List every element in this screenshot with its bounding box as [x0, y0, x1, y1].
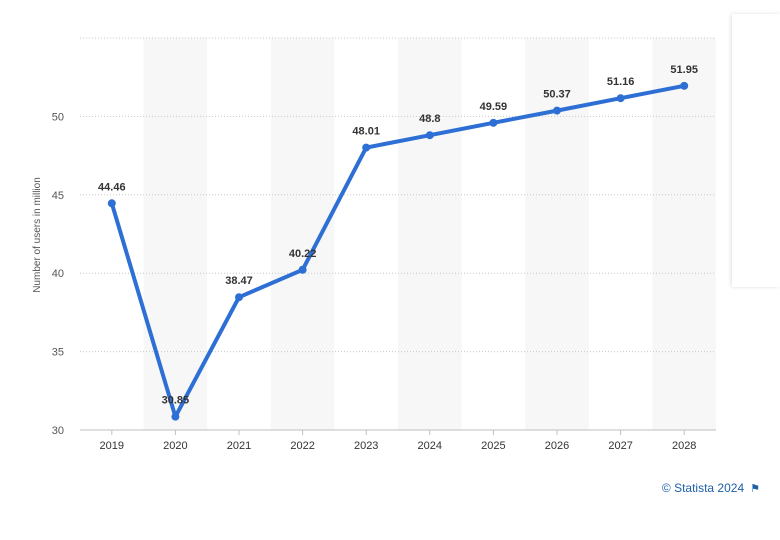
x-tick-label: 2026 [545, 440, 569, 452]
data-label: 51.16 [607, 76, 635, 88]
data-point[interactable] [171, 412, 180, 421]
y-tick-label: 30 [52, 425, 64, 437]
data-label: 49.59 [480, 101, 508, 113]
x-tick-label: 2023 [354, 440, 378, 452]
x-tick-label: 2027 [608, 440, 632, 452]
x-tick-label: 2024 [418, 440, 442, 452]
column-band [398, 38, 462, 430]
column-band [270, 38, 335, 430]
statista-credit-link[interactable]: © Statista 2024 ⚑ [662, 481, 760, 495]
x-tick-label: 2020 [163, 440, 187, 452]
data-point[interactable] [680, 81, 689, 90]
data-point[interactable] [553, 106, 561, 115]
series-line [109, 83, 687, 419]
gridlines [80, 37, 716, 431]
data-point[interactable] [362, 143, 371, 152]
side-panel [732, 14, 780, 287]
data-label: 50.37 [543, 89, 571, 101]
data-point[interactable] [489, 118, 498, 127]
x-tick-label: 2021 [227, 440, 251, 452]
data-label: 40.22 [289, 248, 317, 260]
x-tick-label: 2019 [100, 440, 124, 452]
y-tick-label: 40 [52, 268, 64, 280]
data-label: 48.8 [419, 113, 440, 125]
data-label: 38.47 [225, 275, 253, 287]
y-tick-label: 50 [52, 111, 64, 123]
column-bands [143, 38, 716, 430]
flag-icon[interactable]: ⚑ [750, 483, 760, 495]
data-label: 48.01 [352, 126, 380, 138]
credit-text: © Statista 2024 [661, 481, 745, 495]
x-tick-label: 2025 [481, 440, 505, 452]
data-label: 44.46 [98, 181, 126, 193]
data-point[interactable] [298, 265, 307, 274]
x-axis-ticks: 2019 2020 2021 2022 2023 2024 2025 2026 2027 2028 [100, 430, 696, 452]
data-points [107, 81, 689, 421]
column-band [652, 38, 716, 430]
data-label: 51.95 [670, 64, 698, 76]
data-point[interactable] [107, 199, 116, 208]
data-point[interactable] [235, 293, 243, 302]
y-tick-label: 35 [52, 347, 64, 359]
data-labels: 44.46 30.85 38.47 40.22 48.01 48.8 49.59 50.37 5… [98, 64, 698, 407]
y-axis-ticks: 30 35 40 45 50 [52, 111, 64, 437]
column-band [525, 38, 589, 430]
column-band [143, 38, 208, 430]
y-tick-label: 45 [52, 190, 64, 202]
data-point[interactable] [616, 94, 625, 103]
x-tick-label: 2028 [672, 440, 696, 452]
y-axis-label: Number of users in million [32, 177, 43, 293]
data-point[interactable] [425, 131, 434, 140]
x-tick-label: 2022 [290, 440, 314, 452]
data-label: 30.85 [162, 395, 190, 407]
